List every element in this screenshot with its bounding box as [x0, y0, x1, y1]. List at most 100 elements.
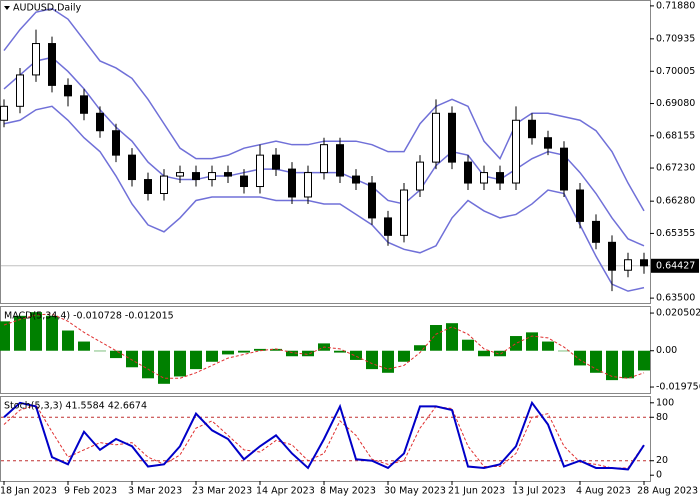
macd-bar: [414, 345, 426, 351]
menu-icon: [4, 6, 10, 10]
macd-bar: [622, 350, 634, 379]
macd-bar: [334, 350, 346, 353]
candle-body: [112, 130, 120, 156]
candle-body: [304, 172, 312, 198]
macd-bar: [0, 321, 10, 351]
current-price-box: [651, 258, 699, 273]
macd-bar: [126, 350, 138, 368]
candle-body: [256, 154, 264, 188]
candle-body: [0, 105, 8, 121]
macd-bar: [110, 350, 122, 359]
y-tick-label: 0.68155: [656, 130, 695, 141]
y-tick-label: 0.69080: [656, 98, 695, 109]
candle-body: [384, 217, 392, 236]
candle-body: [368, 182, 376, 219]
y-tick-label: 0.66280: [656, 196, 695, 207]
candle-body: [160, 175, 168, 194]
macd-title: MACD(5,34,4) -0.010728 -0.012015: [4, 311, 174, 322]
macd-bar: [478, 350, 490, 357]
y-tick-label: 0.63500: [656, 293, 695, 304]
candle-body: [512, 119, 520, 184]
macd-bar: [446, 323, 458, 351]
candle-body: [176, 172, 184, 177]
chart-title: AUDUSD,Daily: [13, 3, 82, 14]
x-tick-label: 28 Aug 2023: [637, 486, 698, 497]
x-tick-label: 30 May 2023: [384, 486, 446, 497]
macd-signal-line: [3, 313, 645, 379]
y-tick-label: 0.70935: [656, 33, 695, 44]
x-tick-label: 9 Feb 2023: [64, 486, 117, 497]
candle-body: [400, 189, 408, 236]
candle-body: [464, 161, 472, 184]
candle-body: [192, 172, 200, 181]
macd-bar: [542, 341, 554, 351]
stoch-panel-frame: [0, 396, 651, 482]
macd-bar: [526, 332, 538, 351]
candle-body: [80, 95, 88, 114]
y-tick-label: 0.65355: [656, 228, 695, 239]
candle-body: [528, 119, 536, 139]
x-tick-label: 21 Jun 2023: [448, 486, 505, 497]
macd-bar: [462, 339, 474, 351]
macd-bar: [382, 350, 394, 373]
y-tick-label: 0.020502: [656, 308, 700, 319]
candle-body: [480, 172, 488, 184]
macd-bar: [302, 350, 314, 357]
macd-bar: [206, 350, 218, 362]
macd-bar: [350, 350, 362, 360]
macd-bar: [494, 350, 506, 357]
macd-bar: [190, 350, 202, 370]
candle-body: [432, 112, 440, 163]
candle-body: [272, 154, 280, 170]
macd-bar: [238, 350, 250, 353]
candle-body: [352, 175, 360, 184]
y-tick-label: 0.67230: [656, 163, 695, 174]
x-tick-label: 4 Aug 2023: [576, 486, 631, 497]
macd-bar: [142, 350, 154, 379]
candle-body: [608, 241, 616, 271]
candle-body: [144, 179, 152, 194]
macd-bar: [174, 350, 186, 377]
stoch-title: Stoch(5,3,3) 41.5584 42.6674: [4, 401, 147, 412]
stoch-main-line: [3, 400, 645, 471]
macd-bar: [398, 350, 410, 362]
macd-bar: [510, 336, 522, 351]
macd-bar: [430, 325, 442, 351]
band-lower: [3, 105, 645, 292]
macd-bar: [78, 341, 90, 351]
candle-body: [544, 137, 552, 149]
macd-bar: [286, 350, 298, 357]
macd-bar: [638, 350, 650, 371]
candle-body: [240, 175, 248, 188]
candle-body: [288, 168, 296, 198]
candle-body: [96, 112, 104, 132]
candle-body: [336, 144, 344, 177]
candle-body: [448, 112, 456, 163]
candle-body: [208, 172, 216, 181]
x-tick-label: 14 Apr 2023: [256, 486, 315, 497]
macd-bar: [158, 350, 170, 384]
y-tick-label: 0.70005: [656, 66, 695, 77]
macd-bar: [46, 315, 58, 351]
candle-body: [32, 43, 40, 76]
price-panel-frame: [0, 0, 651, 304]
candle-body: [320, 144, 328, 174]
candle-body: [496, 172, 504, 184]
x-tick-label: 18 Jan 2023: [0, 486, 57, 497]
y-tick-label: 20: [656, 455, 668, 466]
x-tick-label: 3 Mar 2023: [128, 486, 182, 497]
macd-bar: [30, 312, 42, 351]
y-tick-label: 0.71880: [656, 0, 695, 11]
candle-body: [48, 43, 56, 86]
macd-bar: [558, 350, 570, 352]
y-tick-label: 0.00: [656, 345, 677, 356]
macd-bar: [606, 350, 618, 381]
y-tick-label: 0: [656, 470, 662, 481]
candle-body: [592, 220, 600, 243]
macd-bar: [366, 350, 378, 370]
y-tick-label: 100: [656, 397, 674, 408]
x-tick-label: 23 Mar 2023: [192, 486, 252, 497]
candle-body: [16, 74, 24, 107]
